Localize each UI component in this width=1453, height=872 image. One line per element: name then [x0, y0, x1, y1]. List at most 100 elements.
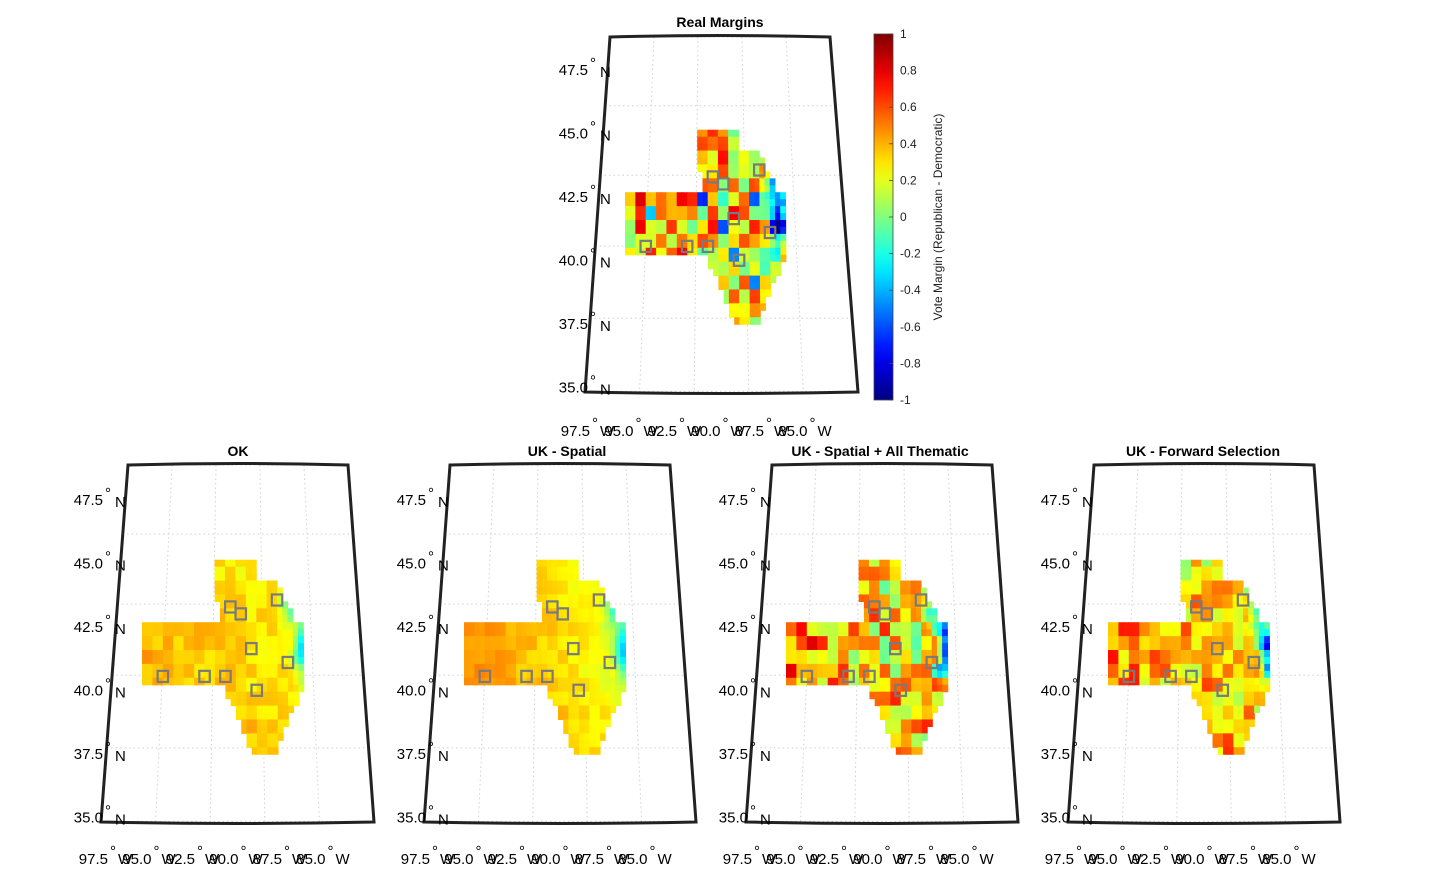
county-cell: [697, 206, 703, 214]
county-cell: [754, 220, 760, 228]
county-cell: [1181, 574, 1187, 582]
county-cell: [1212, 629, 1218, 637]
county-cell: [864, 567, 870, 575]
county-cell: [880, 699, 886, 707]
county-cell: [610, 622, 616, 630]
county-cell: [152, 636, 158, 644]
county-cell: [927, 713, 933, 721]
county-cell: [1134, 622, 1140, 630]
county-cell: [464, 636, 470, 644]
county-cell: [1207, 685, 1213, 693]
county-cell: [552, 643, 558, 651]
county-cell: [890, 719, 896, 727]
county-cell: [537, 581, 543, 589]
county-cell: [916, 608, 922, 616]
county-cell: [895, 622, 901, 630]
county-cell: [932, 699, 938, 707]
county-cell: [1181, 650, 1187, 658]
county-cell: [880, 657, 886, 665]
county-cell: [547, 560, 553, 568]
county-cell: [579, 726, 585, 734]
county-cell: [584, 726, 590, 734]
county-cell: [568, 664, 574, 672]
county-cell: [236, 636, 242, 644]
county-cell: [755, 317, 761, 325]
county-cell: [697, 164, 703, 172]
county-cell: [553, 657, 559, 665]
county-cell: [204, 650, 210, 658]
county-cell: [225, 581, 231, 589]
county-cell: [168, 643, 174, 651]
county-cell: [241, 664, 247, 672]
county-cell: [869, 685, 875, 693]
county-cell: [754, 151, 760, 159]
county-cell: [225, 615, 231, 623]
county-cell: [500, 678, 506, 686]
county-cell: [257, 726, 263, 734]
county-cell: [220, 615, 226, 623]
county-cell: [796, 622, 802, 630]
county-cell: [646, 192, 652, 200]
county-cell: [220, 629, 226, 637]
county-cell: [1124, 622, 1130, 630]
degree-symbol: °: [590, 373, 596, 390]
county-cell: [589, 615, 595, 623]
county-cell: [922, 719, 928, 727]
county-cell: [896, 719, 902, 727]
county-cell: [1212, 726, 1218, 734]
county-cell: [236, 692, 242, 700]
county-cell: [1150, 678, 1156, 686]
county-cell: [754, 185, 760, 193]
county-cell: [916, 615, 922, 623]
county-cell: [896, 740, 902, 748]
county-cell: [1233, 615, 1239, 623]
county-cell: [759, 185, 765, 193]
county-cell: [796, 636, 802, 644]
county-cell: [901, 671, 907, 679]
county-cell: [267, 664, 273, 672]
county-cell: [1218, 733, 1224, 741]
county-cell: [215, 588, 221, 596]
county-cell: [901, 657, 907, 665]
county-cell: [163, 657, 169, 665]
county-cell: [1217, 594, 1223, 602]
county-cell: [765, 276, 771, 284]
county-cell: [1227, 588, 1233, 596]
county-cell: [1227, 594, 1233, 602]
lat-suffix: N: [1082, 812, 1093, 829]
county-cell: [1139, 636, 1145, 644]
county-cell: [204, 636, 210, 644]
lat-suffix: N: [438, 748, 449, 765]
county-cell: [759, 199, 765, 207]
county-cell: [885, 567, 891, 575]
county-cell: [163, 629, 169, 637]
county-cell: [1155, 650, 1161, 658]
county-cell: [262, 622, 268, 630]
county-cell: [859, 636, 865, 644]
county-cell: [760, 283, 766, 291]
county-cell: [728, 164, 734, 172]
county-cell: [173, 664, 179, 672]
county-cell: [225, 650, 231, 658]
county-cell: [594, 608, 600, 616]
county-cell: [578, 594, 584, 602]
county-cell: [583, 581, 589, 589]
county-cell: [178, 650, 184, 658]
county-cell: [708, 206, 714, 214]
county-cell: [869, 650, 875, 658]
county-cell: [1160, 629, 1166, 637]
county-cell: [822, 643, 828, 651]
county-cell: [235, 581, 241, 589]
county-cell: [713, 158, 719, 166]
county-cell: [1233, 740, 1239, 748]
county-cell: [833, 650, 839, 658]
county-cell: [692, 220, 698, 228]
county-cell: [215, 560, 221, 568]
county-cell: [184, 643, 190, 651]
county-cell: [469, 664, 475, 672]
degree-symbol: °: [1120, 843, 1126, 860]
lon-tick-label: 92.5: [166, 851, 195, 868]
county-cell: [251, 588, 257, 596]
county-cell: [666, 227, 672, 235]
